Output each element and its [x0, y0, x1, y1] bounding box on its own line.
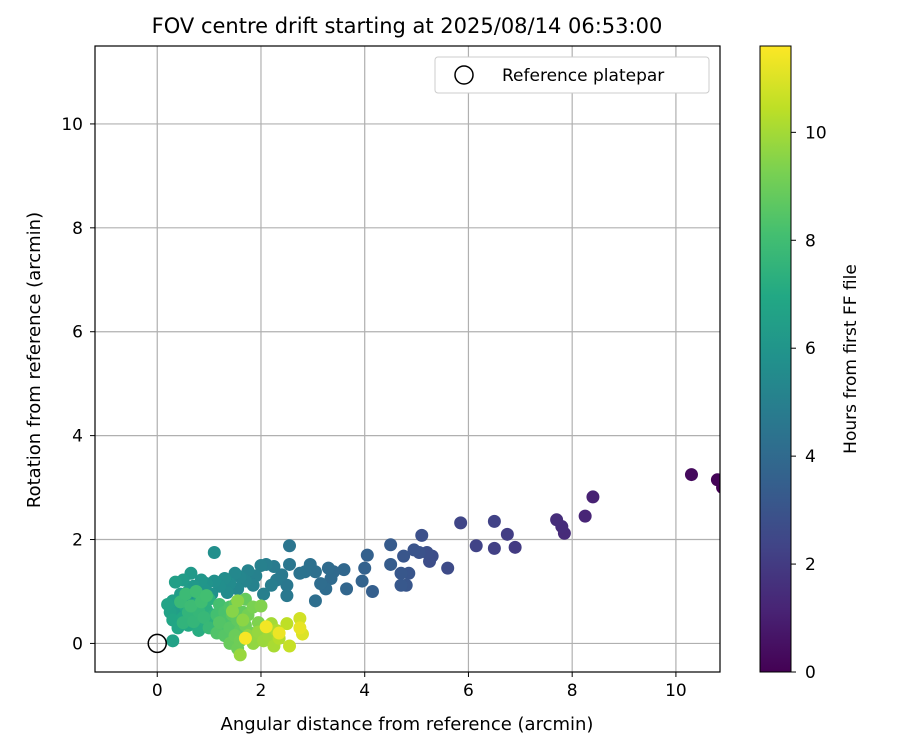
scatter-point [384, 538, 398, 552]
scatter-point [228, 566, 242, 580]
scatter-point [337, 563, 351, 577]
reference-point-marker [147, 633, 167, 654]
colorbar-tick-label: 0 [805, 663, 816, 683]
scatter-point [283, 557, 297, 571]
scatter-point [257, 587, 271, 601]
y-tick-label: 6 [72, 323, 83, 343]
x-axis-ticks: 0 2 4 6 8 10 [152, 672, 687, 701]
scatter-point [293, 566, 307, 580]
scatter-point [259, 620, 273, 634]
grid-lines [95, 46, 720, 672]
scatter-point [280, 589, 294, 603]
scatter-point [189, 584, 203, 598]
scatter-point [454, 516, 468, 530]
scatter-point [272, 626, 286, 640]
scatter-point [184, 599, 198, 613]
scatter-point [283, 639, 297, 653]
y-axis-ticks: 0 2 4 6 8 10 [61, 115, 95, 654]
scatter-point [441, 561, 455, 575]
scatter-point [187, 615, 201, 629]
x-tick-label: 2 [256, 681, 267, 701]
scatter-point [308, 594, 322, 608]
scatter-point [280, 578, 294, 592]
y-axis-label: Rotation from reference (arcmin) [24, 212, 45, 508]
scatter-point [176, 616, 190, 630]
legend-label: Reference platepar [502, 66, 664, 86]
scatter-point [231, 594, 245, 608]
colorbar-tick-label: 6 [805, 339, 816, 359]
colorbar-label: Hours from first FF file [841, 264, 861, 454]
x-tick-label: 10 [665, 681, 687, 701]
colorbar-tick-label: 4 [805, 447, 816, 467]
y-tick-label: 4 [72, 427, 83, 447]
x-axis-label: Angular distance from reference (arcmin) [221, 714, 594, 735]
scatter-point [197, 610, 211, 624]
x-tick-label: 8 [567, 681, 578, 701]
scatter-point [321, 561, 335, 575]
scatter-point [487, 514, 501, 528]
x-tick-label: 0 [152, 681, 163, 701]
scatter-point [487, 541, 501, 555]
scatter-point [397, 549, 411, 563]
y-tick-label: 8 [72, 219, 83, 239]
data-points [161, 468, 720, 662]
scatter-point [283, 539, 297, 553]
scatter-point [684, 468, 698, 482]
y-tick-label: 0 [72, 634, 83, 654]
scatter-point [578, 509, 592, 523]
colorbar-tick-label: 10 [805, 123, 827, 143]
scatter-point [238, 631, 252, 645]
scatter-point [394, 578, 408, 592]
scatter-point [207, 546, 221, 560]
scatter-point [293, 621, 307, 635]
scatter-point [550, 513, 564, 527]
scatter-point [358, 561, 372, 575]
scatter-point [225, 604, 239, 618]
scatter-point [407, 543, 421, 557]
scatter-point [254, 559, 268, 573]
scatter-point [264, 578, 278, 592]
scatter-point [469, 539, 483, 553]
colorbar-tick-label: 2 [805, 555, 816, 575]
scatter-point [355, 574, 369, 588]
scatter-point [179, 587, 193, 601]
scatter-point [200, 589, 214, 603]
scatter-point [161, 597, 175, 611]
chart-title: FOV centre drift starting at 2025/08/14 … [152, 14, 663, 38]
y-tick-label: 10 [61, 115, 83, 135]
scatter-point [233, 648, 247, 662]
scatter-point [236, 613, 250, 627]
scatter-point [212, 616, 226, 630]
scatter-point [586, 490, 600, 504]
scatter-point [293, 611, 307, 625]
legend-marker-open-circle [454, 65, 474, 85]
scatter-point [254, 599, 268, 613]
colorbar-tick-label: 8 [805, 231, 816, 251]
scatter-point [340, 582, 354, 596]
scatter-point [168, 575, 182, 589]
legend: Reference platepar [434, 56, 710, 94]
scatter-point [394, 566, 408, 580]
plot-frame [94, 45, 721, 673]
legend-box [434, 56, 710, 94]
colorbar-ticks: 0 2 4 6 8 10 [791, 123, 827, 683]
scatter-point [508, 540, 522, 554]
scatter-point [500, 527, 514, 541]
colorbar-gradient [759, 45, 792, 673]
scatter-point [710, 473, 720, 487]
scatter-point [314, 577, 328, 591]
scatter-point [360, 548, 374, 562]
x-tick-label: 4 [359, 681, 370, 701]
colorbar: 0 2 4 6 8 10 Hours from first FF file [759, 45, 861, 683]
scatter-point [415, 528, 429, 542]
scatter-point [324, 571, 338, 585]
scatter-point [384, 557, 398, 571]
scatter-point [280, 617, 294, 631]
x-tick-label: 6 [463, 681, 474, 701]
y-tick-label: 2 [72, 531, 83, 551]
scatter-point [365, 584, 379, 598]
scatter-point [166, 634, 180, 648]
